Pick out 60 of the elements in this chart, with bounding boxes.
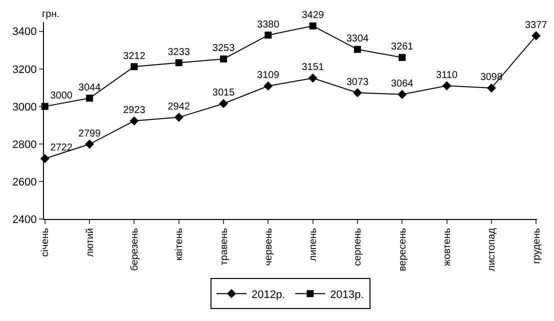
data-label: 3110 [436,70,458,81]
point [130,63,138,70]
point [398,90,407,99]
data-label: 2942 [168,101,190,112]
x-tick-label: квітень [174,228,186,261]
data-label: 3261 [391,42,414,53]
data-label: 3064 [391,78,414,90]
x-tick-label: вересень [397,228,408,272]
point [398,54,406,61]
y-tick-label: 3400 [12,26,37,38]
x-tick-label: травень [218,228,230,266]
data-label: 3380 [257,19,280,30]
point [442,81,452,90]
data-label: 3044 [78,82,102,94]
data-label: 3253 [212,43,236,54]
data-label: 3015 [212,88,236,99]
x-tick-label: липень [308,228,320,262]
y-tick-label: 2600 [12,176,37,188]
data-label: 2923 [123,105,146,116]
y-tick-label: 3000 [12,101,37,114]
point [354,46,361,53]
x-tick-label: березень [129,228,140,271]
data-label: 3212 [123,50,146,62]
point [308,74,318,83]
point [264,32,272,39]
point [174,112,184,122]
x-tick-label: серпень [352,228,364,266]
point [130,116,139,126]
x-tick-label: лютий [84,228,96,257]
y-tick-label: 2800 [12,138,37,151]
x-tick-label: червень [263,228,274,266]
point [352,88,362,98]
point [85,140,94,149]
point [86,94,94,102]
data-label: 3377 [524,20,548,31]
x-tick-label: жовтень [442,228,454,266]
data-label: 3233 [168,46,190,58]
point [532,31,541,40]
data-label: 2722 [50,142,73,154]
point [309,22,316,30]
data-label: 3000 [50,90,73,102]
point [486,83,496,93]
y-tick-label: 2400 [12,214,37,226]
x-tick-label: грудень [531,228,542,264]
data-label: 3429 [302,10,324,22]
point [175,59,182,66]
data-label: 3073 [346,76,370,88]
x-tick-label: листопад [486,228,498,272]
y-axis-title: грн. [42,9,60,20]
data-label: 3304 [346,34,370,45]
data-label: 2799 [78,128,102,140]
legend-label: 2012р. [252,288,286,301]
point [264,81,273,91]
data-label: 3151 [302,62,324,74]
y-tick-label: 3200 [12,64,37,76]
legend-label: 2013р. [330,288,364,301]
point [218,99,228,108]
point [220,55,228,62]
data-label: 3109 [257,70,280,82]
x-tick-label: січень [40,228,52,257]
